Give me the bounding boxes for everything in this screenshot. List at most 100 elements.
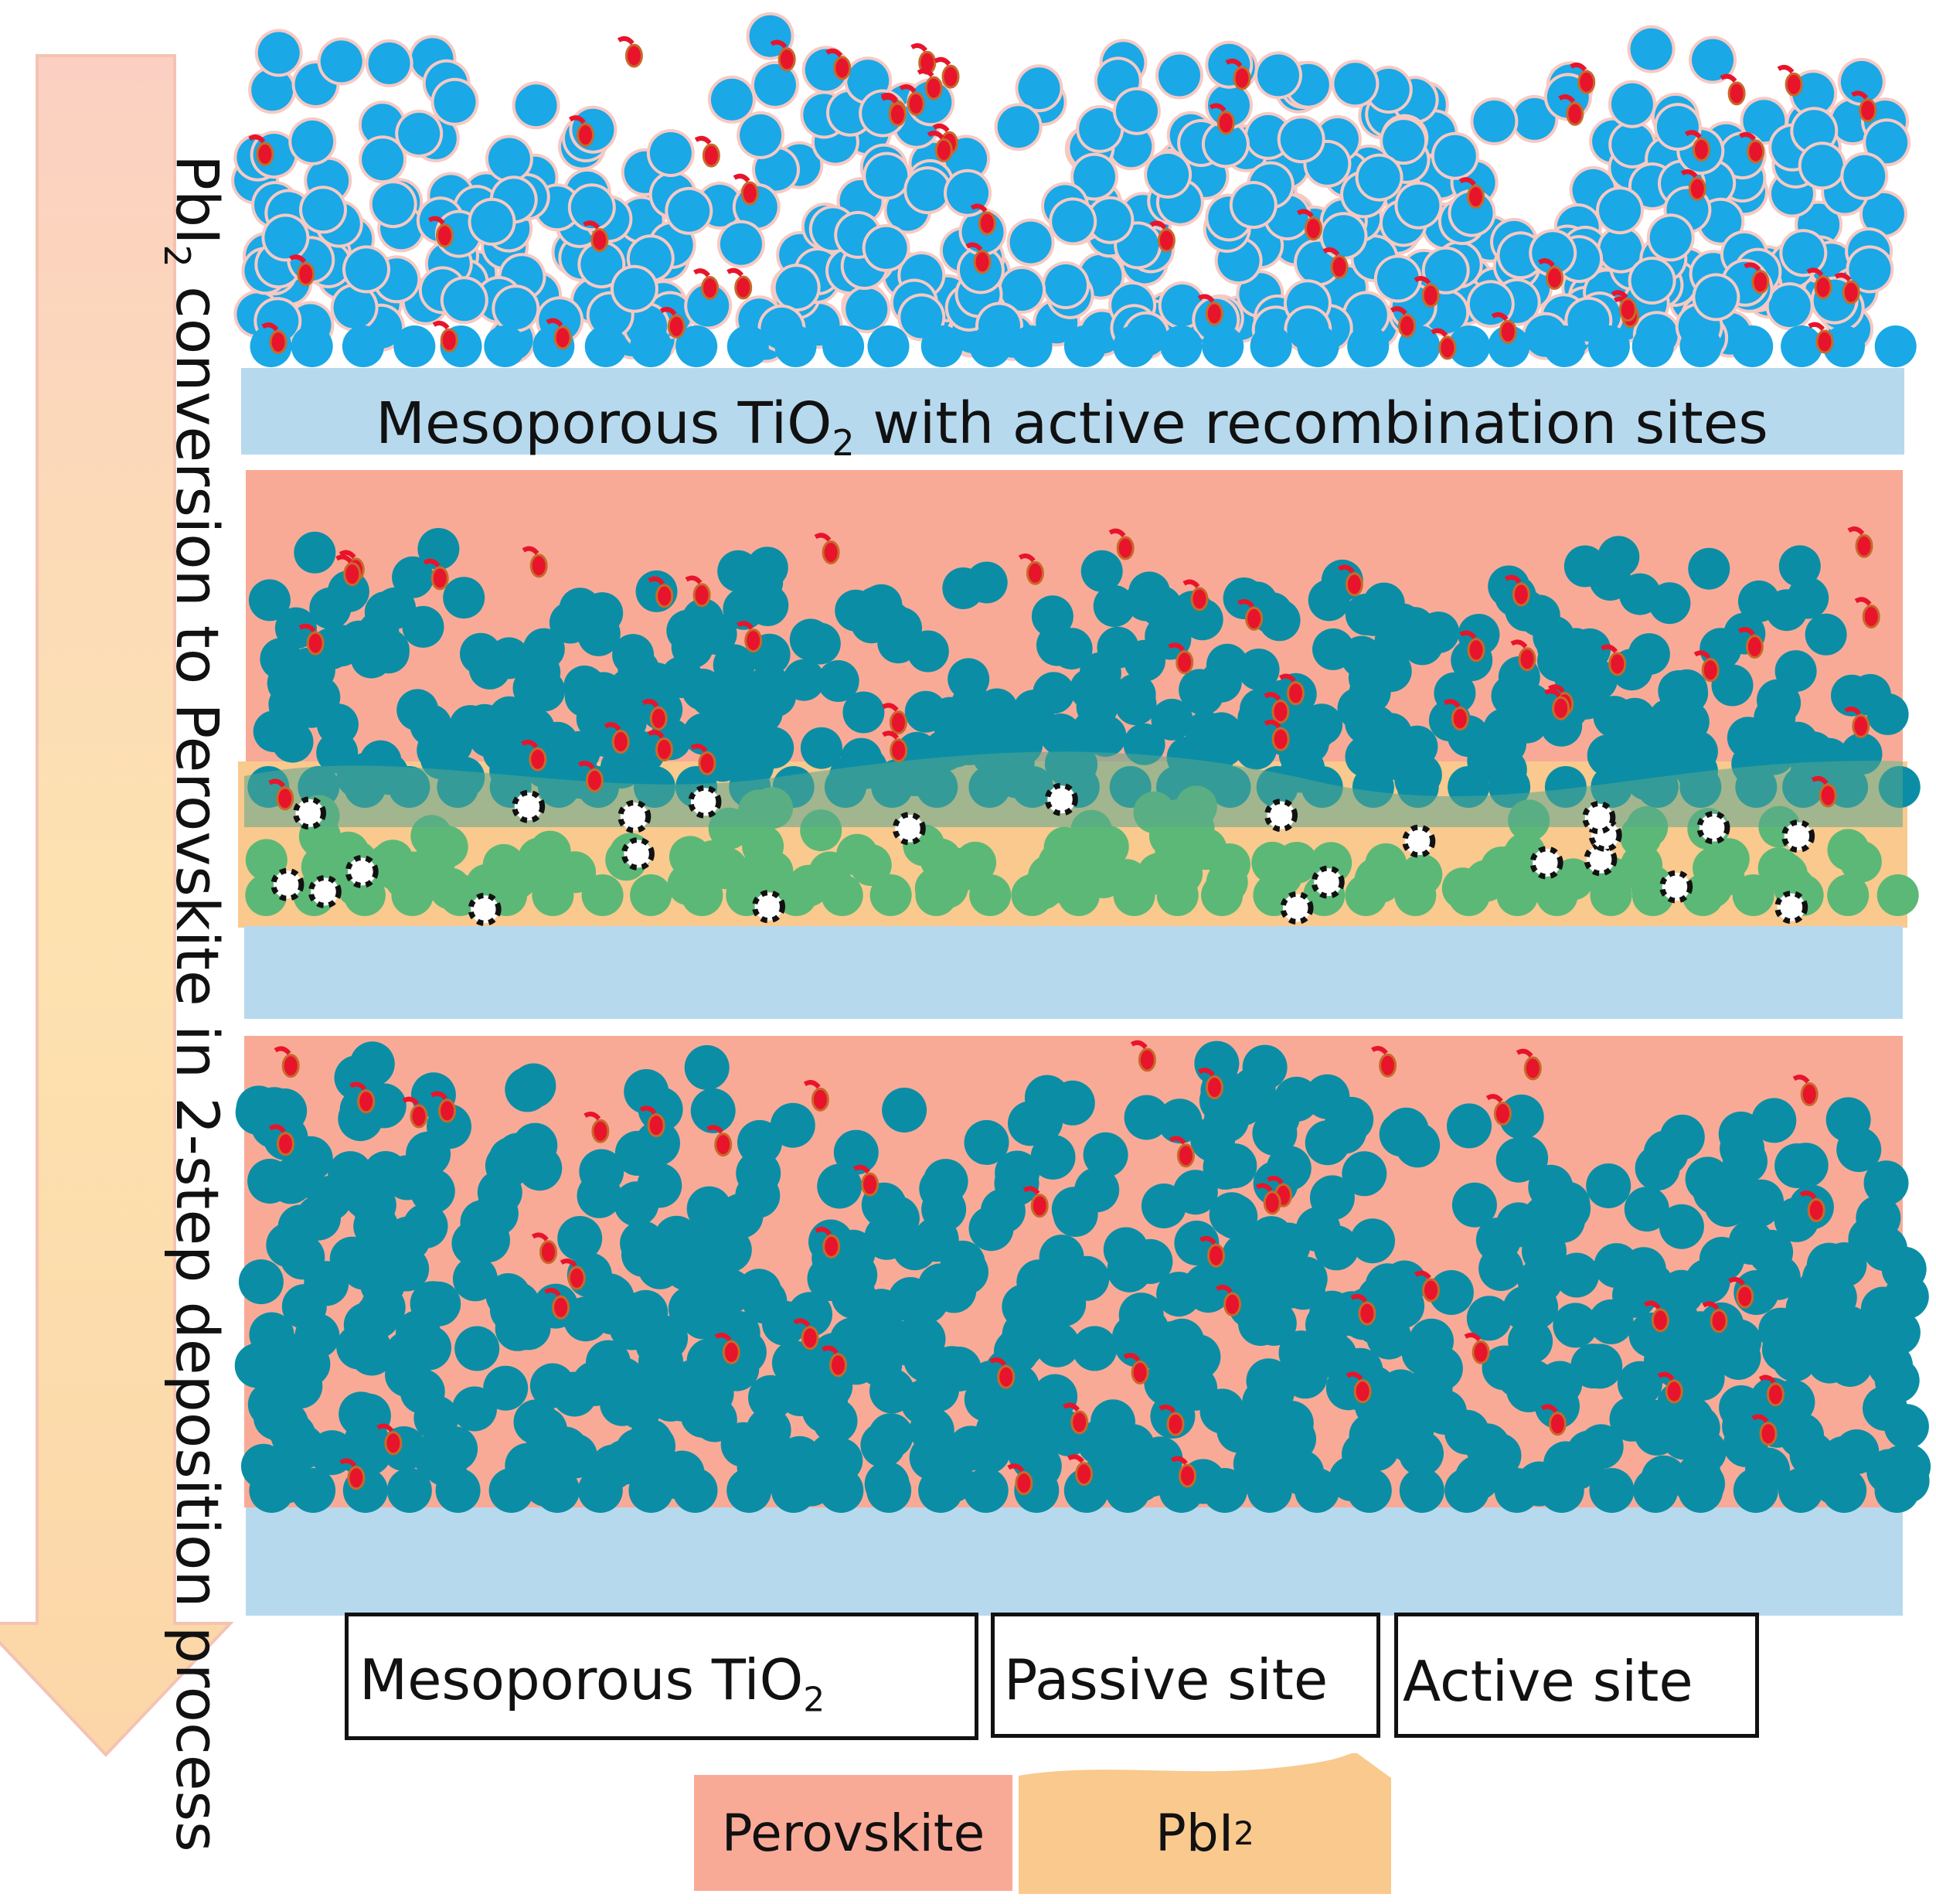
tio2-particle bbox=[1781, 325, 1823, 367]
tio2-particle-converted bbox=[1875, 1310, 1921, 1355]
tio2-particle-converted bbox=[1503, 1136, 1549, 1180]
passive-site bbox=[345, 855, 379, 888]
tio2-particle-unconverted bbox=[482, 843, 525, 886]
tio2-particle-converted bbox=[1278, 1330, 1324, 1376]
tio2-particle bbox=[1782, 232, 1825, 274]
tio2-particle-converted bbox=[1778, 1468, 1823, 1513]
active-site bbox=[1287, 681, 1305, 706]
active-site-tail bbox=[1844, 707, 1862, 716]
active-site-tail bbox=[1346, 1371, 1363, 1381]
active-site bbox=[1206, 1075, 1223, 1100]
tio2-particle bbox=[1073, 155, 1115, 198]
active-site-tail bbox=[531, 1232, 549, 1242]
tio2-particle-converted bbox=[948, 658, 990, 700]
tio2-particle-converted bbox=[1050, 628, 1093, 670]
panel-1-active-sites bbox=[248, 36, 1877, 360]
tio2-particle-converted bbox=[307, 1176, 352, 1221]
tio2-particle bbox=[1874, 325, 1917, 367]
tio2-particle-converted bbox=[1242, 1379, 1288, 1425]
tio2-particle bbox=[443, 279, 485, 322]
tio2-particle-converted bbox=[552, 1433, 597, 1479]
tio2-particle bbox=[754, 63, 796, 106]
tio2-particle-converted bbox=[1466, 1296, 1512, 1341]
passive-site bbox=[1264, 799, 1298, 833]
tio2-particle-converted bbox=[1863, 1160, 1909, 1206]
tio2-particle-converted bbox=[874, 1196, 920, 1242]
active-site-tail bbox=[934, 56, 951, 66]
active-site bbox=[907, 91, 925, 116]
arrow-text-pbi: PbI bbox=[163, 155, 232, 245]
tio2-particle-converted bbox=[832, 1252, 878, 1298]
active-site-tail bbox=[546, 318, 563, 327]
process-arrow bbox=[0, 54, 234, 1757]
tio2-particle-converted bbox=[1586, 1163, 1631, 1208]
tio2-particle-converted bbox=[1883, 1274, 1929, 1320]
active-site bbox=[1176, 650, 1194, 675]
tio2-particle-converted bbox=[833, 1340, 879, 1385]
tio2-particle bbox=[1611, 83, 1653, 125]
active-site-tail bbox=[881, 703, 899, 712]
tio2-particle-converted bbox=[1346, 1468, 1392, 1513]
tio2-particle-converted bbox=[400, 1369, 445, 1415]
active-site-tail bbox=[1108, 528, 1126, 537]
active-site-tail bbox=[1199, 1235, 1216, 1245]
tio2-particle-converted bbox=[1097, 626, 1139, 669]
active-site bbox=[1026, 560, 1044, 585]
tio2-particle bbox=[372, 183, 414, 226]
tio2-particle-converted bbox=[410, 1168, 455, 1214]
active-site-tail bbox=[1744, 262, 1761, 271]
tio2-particle-converted bbox=[1093, 585, 1135, 627]
tio2-particle-unconverted bbox=[1827, 874, 1870, 916]
tio2-particle-converted bbox=[1499, 1094, 1544, 1139]
tio2-particle-unconverted bbox=[1590, 874, 1632, 916]
active-site bbox=[734, 275, 753, 300]
tio2-particle-converted bbox=[1031, 595, 1073, 638]
active-site-tail bbox=[1464, 1332, 1482, 1342]
active-site bbox=[1499, 319, 1517, 344]
tio2-particle bbox=[1543, 325, 1586, 367]
tio2-particle-unconverted bbox=[1201, 874, 1244, 916]
active-site bbox=[1688, 176, 1706, 201]
tio2-particle-converted bbox=[1624, 1187, 1669, 1232]
tio2-particle-converted bbox=[1874, 1357, 1920, 1403]
tio2-particle-converted bbox=[234, 1343, 280, 1388]
active-site-tail bbox=[427, 216, 445, 225]
tio2-particle-converted bbox=[1034, 1405, 1080, 1450]
tio2-particle-converted bbox=[1739, 1179, 1785, 1224]
active-site bbox=[1451, 707, 1469, 731]
tio2-particle-converted bbox=[1494, 1468, 1540, 1513]
tio2-particle-converted bbox=[280, 1235, 325, 1280]
active-site-tail bbox=[268, 1124, 286, 1133]
tio2-particle-converted bbox=[1563, 545, 1606, 588]
active-site-tail bbox=[432, 320, 450, 330]
tio2-particle-converted bbox=[1199, 660, 1242, 703]
tio2-particle bbox=[1280, 118, 1322, 161]
active-site-tail bbox=[1130, 1040, 1148, 1049]
active-site-tail bbox=[1570, 62, 1587, 72]
tio2-particle bbox=[320, 40, 362, 83]
active-site bbox=[829, 1353, 847, 1378]
active-site bbox=[777, 47, 796, 72]
tio2-particle-converted bbox=[1737, 580, 1780, 622]
tio2-particle-converted bbox=[1597, 536, 1640, 578]
tio2-particle-unconverted bbox=[1345, 874, 1387, 916]
tio2-particle bbox=[1052, 200, 1094, 243]
active-site-tail bbox=[1792, 1075, 1810, 1084]
active-site-tail bbox=[1007, 1463, 1025, 1473]
active-site bbox=[1566, 101, 1584, 126]
tio2-particle-converted bbox=[1654, 1298, 1700, 1344]
tio2-particle-converted bbox=[1447, 1103, 1492, 1149]
tio2-particle-converted bbox=[1633, 1468, 1679, 1513]
tio2-particle-converted bbox=[1274, 1076, 1319, 1122]
active-site-tail bbox=[1278, 673, 1296, 683]
tio2-particle-converted bbox=[489, 1287, 535, 1333]
active-site bbox=[1379, 1053, 1397, 1078]
legend-pbi2-swatch bbox=[1019, 1752, 1391, 1894]
legend-perovskite-text: Perovskite bbox=[721, 1803, 985, 1863]
tio2-particle-converted bbox=[866, 1468, 912, 1513]
active-site-tail bbox=[1390, 306, 1407, 315]
tio2-particle bbox=[251, 69, 294, 111]
active-site bbox=[811, 1087, 829, 1112]
active-site bbox=[1800, 1082, 1819, 1106]
active-site-tail bbox=[770, 39, 788, 49]
